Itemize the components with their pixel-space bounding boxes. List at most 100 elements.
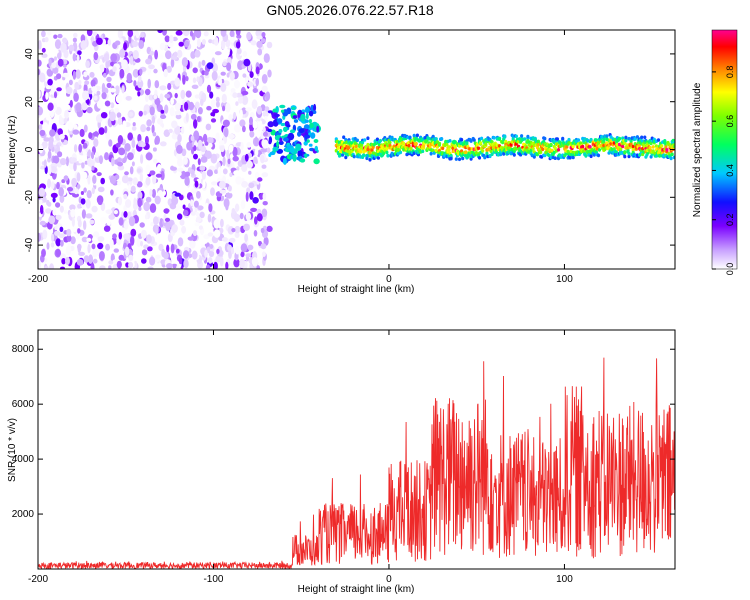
spectrogram-cell (188, 101, 195, 111)
spectrogram-cell (52, 102, 58, 112)
spectrogram-cell (151, 124, 155, 134)
spectrogram-cell (407, 143, 411, 148)
spectrogram-cell (125, 199, 132, 208)
spectrogram-cell (137, 133, 142, 143)
spectrogram-cell (672, 144, 675, 149)
spectrogram-cell (126, 72, 132, 83)
spectrogram-cell (49, 129, 56, 137)
spectrogram-cell (244, 153, 249, 162)
spectrogram-cell (589, 137, 593, 142)
spectrogram-cell (65, 245, 72, 256)
spectrogram-cell (115, 85, 120, 95)
spectrogram-cell (73, 92, 79, 103)
spectrogram-cell (241, 181, 249, 188)
spectrogram-cell (520, 134, 524, 138)
spectrogram-cell (633, 137, 637, 141)
spectrogram-cell (246, 31, 252, 41)
spectrogram-cell (81, 102, 88, 111)
spectrogram-cell (186, 141, 193, 151)
spectrogram-cell (194, 49, 201, 58)
spectrogram-cell (48, 164, 52, 175)
spectrogram-cell (76, 258, 84, 266)
spectrogram-cell (257, 48, 263, 56)
spectrogram-cell (234, 188, 241, 193)
spectrogram-cell (221, 93, 227, 104)
spectrogram-cell (194, 222, 200, 227)
x-tick-label: -200 (28, 574, 48, 585)
x-tick-label: 100 (556, 274, 573, 285)
spectrogram-cell (252, 120, 258, 129)
spectrogram-cell (276, 118, 283, 124)
spectrogram-cell (92, 175, 97, 184)
spectrogram-cell (170, 243, 175, 254)
spectrogram-cell (117, 135, 124, 145)
spectrogram-cell (597, 148, 602, 152)
spectrogram-cell (231, 208, 236, 214)
spectrogram-cell (176, 144, 183, 154)
spectrogram-cell (105, 209, 113, 215)
spectrogram-cell (376, 156, 380, 160)
spectrogram-cell (352, 154, 356, 159)
spectrogram-cell (228, 144, 234, 153)
spectrogram-cell (108, 139, 113, 147)
spectrogram-cell (38, 232, 42, 242)
spectrogram-cell (166, 263, 173, 269)
spectrogram-cell (174, 92, 178, 99)
spectrogram-cell (131, 161, 135, 167)
spectrogram-cell (184, 101, 189, 111)
spectrogram-cell (68, 79, 73, 86)
spectrogram-cell (63, 175, 69, 181)
spectrogram-cell (553, 156, 557, 160)
spectrogram-cell (355, 138, 359, 143)
spectrogram-cell (211, 57, 216, 65)
spectrogram-cell (76, 184, 81, 189)
spectrogram-cell (152, 132, 157, 137)
spectrogram-cell (282, 157, 287, 165)
spectrogram-cell (145, 164, 151, 175)
spectrogram-cell (140, 240, 143, 247)
spectrogram-cell (361, 140, 365, 145)
spectrogram-cell (167, 82, 172, 91)
spectrogram-cell (171, 224, 178, 233)
spectrogram-cell (249, 71, 254, 78)
spectrogram-cell (289, 147, 295, 154)
spectrogram-cell (71, 137, 75, 146)
spectrogram-cell (169, 107, 175, 117)
spectrogram-cell (47, 102, 54, 111)
spectrogram-cell (210, 99, 216, 108)
spectrogram-cell (225, 102, 231, 113)
spectrogram-cell (621, 144, 625, 149)
spectrogram-cell (254, 159, 258, 165)
spectrogram-cell (457, 157, 462, 162)
colorbar-label: Normalized spectral amplitude (692, 82, 703, 217)
spectrogram-cell (228, 185, 232, 192)
spectrogram-cell (295, 143, 302, 151)
spectrogram-cell (98, 127, 105, 135)
spectrogram-cell (94, 151, 99, 158)
spectrogram-cell (256, 40, 263, 49)
spectrogram-cell (192, 230, 198, 237)
spectrogram-cell (90, 79, 96, 88)
spectrogram-cell (200, 146, 207, 153)
spectrogram-cell (262, 111, 269, 118)
spectrogram-cell (412, 133, 416, 138)
spectrogram-cell (280, 122, 286, 127)
spectrogram-cell (149, 188, 153, 197)
y-tick-label: 40 (24, 48, 35, 60)
spectrogram-cell (214, 169, 219, 174)
spectrogram-cell (153, 94, 158, 100)
spectrogram-cell (149, 170, 156, 176)
spectrogram-cell (96, 90, 101, 96)
spectrogram-cell (73, 162, 77, 172)
spectrogram-cell (308, 119, 312, 124)
spectrogram-cell (101, 92, 107, 100)
spectrogram-cell (228, 249, 232, 259)
spectrogram-cell (260, 131, 264, 139)
spectrogram-cell (185, 90, 192, 98)
spectrogram-cell (177, 167, 184, 172)
spectrogram-cell (215, 101, 220, 108)
spectrogram-cell (261, 74, 268, 84)
spectrogram-cell (129, 55, 134, 65)
spectrogram-cell (138, 206, 142, 211)
spectrogram-cell (431, 148, 435, 153)
